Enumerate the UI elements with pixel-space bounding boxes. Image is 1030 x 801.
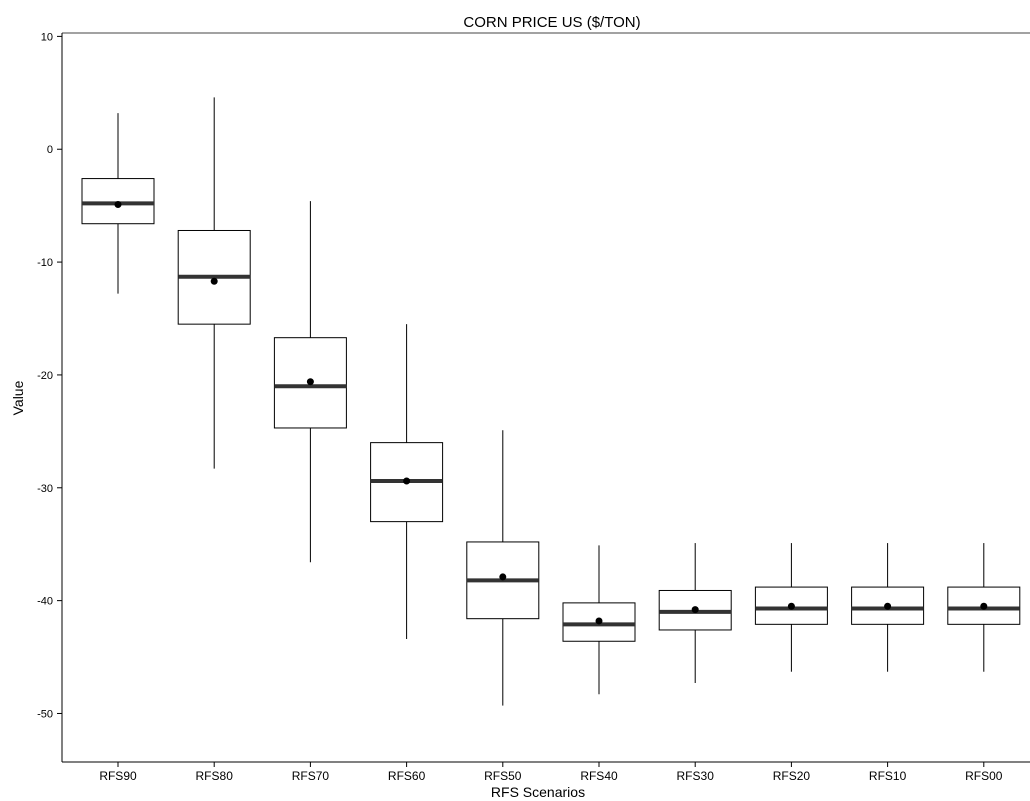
- y-axis-ticks: 10 0 -10 -20 -30 -40 -50: [37, 31, 62, 720]
- mean-point: [787, 602, 795, 610]
- mean-point: [114, 201, 122, 209]
- box-rfs10: [851, 543, 925, 672]
- x-tick-label: RFS40: [580, 769, 618, 783]
- x-tick-label: RFS60: [388, 769, 426, 783]
- y-tick-label: -40: [37, 596, 53, 608]
- box-rfs40: [562, 545, 636, 695]
- x-tick-label: RFS80: [196, 769, 234, 783]
- mean-point: [884, 602, 892, 610]
- y-axis-title: Value: [10, 380, 26, 415]
- x-tick-label: RFS10: [869, 769, 907, 783]
- box-rfs20: [754, 543, 828, 672]
- x-tick-label: RFS70: [292, 769, 330, 783]
- x-tick-label: RFS90: [99, 769, 137, 783]
- x-tick-label: RFS50: [484, 769, 522, 783]
- box-rfs00: [947, 543, 1021, 672]
- y-tick-label: -30: [37, 483, 53, 495]
- mean-point: [403, 477, 411, 485]
- x-tick-label: RFS20: [773, 769, 811, 783]
- mean-point: [499, 573, 507, 581]
- box-rfs90: [81, 113, 155, 294]
- y-tick-label: -10: [37, 257, 53, 269]
- chart-title: CORN PRICE US ($/TON): [463, 14, 640, 31]
- mean-point: [595, 617, 603, 625]
- box-rfs70: [273, 201, 347, 563]
- y-tick-label: 0: [47, 144, 53, 156]
- y-tick-label: -50: [37, 708, 53, 720]
- x-tick-label: RFS30: [677, 769, 715, 783]
- box-rfs80: [177, 97, 251, 469]
- box-rfs30: [658, 543, 732, 684]
- mean-point: [210, 277, 218, 285]
- box-rfs50: [466, 430, 540, 706]
- x-axis-title: RFS Scenarios: [491, 784, 585, 800]
- x-tick-label: RFS00: [965, 769, 1003, 783]
- x-axis-tick-labels: RFS90 RFS80 RFS70 RFS60 RFS50 RFS40 RFS30 RFS20…: [99, 762, 1003, 783]
- box-rfs60: [370, 324, 444, 639]
- mean-point: [980, 602, 988, 610]
- mean-point: [691, 606, 699, 614]
- y-tick-label: 10: [41, 31, 53, 43]
- mean-point: [306, 378, 314, 386]
- y-tick-label: -20: [37, 370, 53, 382]
- box-series: [81, 97, 1021, 706]
